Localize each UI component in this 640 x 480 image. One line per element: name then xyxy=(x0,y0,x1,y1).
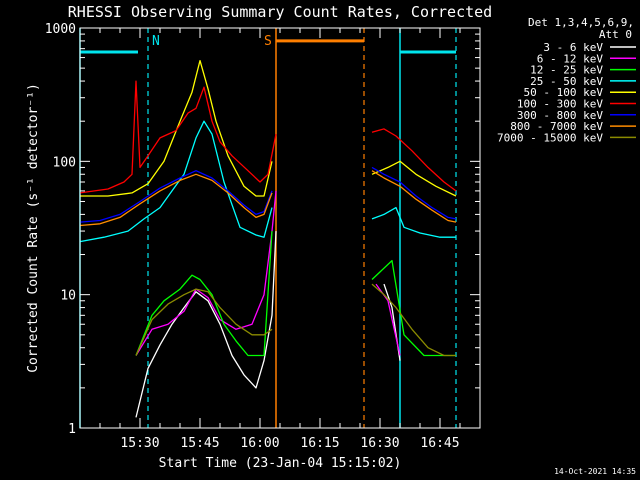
x-axis-label: Start Time (23-Jan-04 15:15:02) xyxy=(159,456,402,471)
y-tick-label: 100 xyxy=(53,155,76,170)
legend-label: 100 - 300 keV xyxy=(517,98,603,111)
SAA-label: S xyxy=(264,34,272,49)
series-line-100-300kev xyxy=(79,80,277,194)
y-tick-label: 1000 xyxy=(45,22,76,37)
series-line-25-50kev xyxy=(371,206,456,238)
legend-label: 25 - 50 keV xyxy=(530,75,603,88)
series-line-25-50kev xyxy=(79,120,273,243)
x-tick-label: 15:45 xyxy=(180,436,219,451)
series-line-300-800kev xyxy=(79,170,273,223)
series-line-100-300kev xyxy=(371,128,457,192)
x-tick-label: 16:45 xyxy=(420,436,459,451)
legend-label: 300 - 800 keV xyxy=(517,109,603,122)
timestamp-footer: 14-Oct-2021 14:35 xyxy=(554,467,636,476)
legend-label: 3 - 6 keV xyxy=(543,41,603,54)
legend-label: 6 - 12 keV xyxy=(537,52,604,65)
x-tick-label: 16:00 xyxy=(240,436,279,451)
series-line-300-800kev xyxy=(371,166,457,220)
legend-label: 800 - 7000 keV xyxy=(510,120,603,133)
series-line-800-7000kev xyxy=(371,170,457,223)
legend-label: 7000 - 15000 keV xyxy=(497,131,603,144)
night-label: N xyxy=(152,34,160,49)
y-axis-label: Corrected Count Rate (s⁻¹ detector⁻¹) xyxy=(26,83,41,373)
series-layer xyxy=(79,59,457,418)
series-line-7000-15000kev xyxy=(371,283,456,357)
legend-title-line-2: Att 0 xyxy=(599,28,632,41)
series-line-6-12kev xyxy=(375,283,401,356)
x-tick-label: 16:15 xyxy=(300,436,339,451)
series-line-6-12kev xyxy=(135,190,277,356)
x-tick-label: 15:30 xyxy=(120,436,159,451)
series-line-50-100kev xyxy=(80,59,273,197)
series-line-800-7000kev xyxy=(79,173,273,227)
y-tick-label: 10 xyxy=(60,289,76,304)
x-axis: 15:30 15:45 16:00 16:15 16:30 16:45 xyxy=(99,28,461,451)
legend-label: 12 - 25 keV xyxy=(530,64,603,77)
y-tick-label: 1 xyxy=(68,422,76,437)
legend-title-line-1: Det 1,3,4,5,6,9, xyxy=(528,16,634,29)
series-line-12-25kev xyxy=(135,231,273,357)
series-line-3-6kev xyxy=(135,231,277,418)
x-tick-label: 16:30 xyxy=(360,436,399,451)
legend-label: 50 - 100 keV xyxy=(524,86,604,99)
series-line-7000-15000kev xyxy=(135,288,273,356)
y-axis: 1 10 100 1000 xyxy=(45,22,480,437)
series-line-50-100kev xyxy=(371,160,457,197)
chart-title: RHESSI Observing Summary Count Rates, Co… xyxy=(68,3,492,21)
